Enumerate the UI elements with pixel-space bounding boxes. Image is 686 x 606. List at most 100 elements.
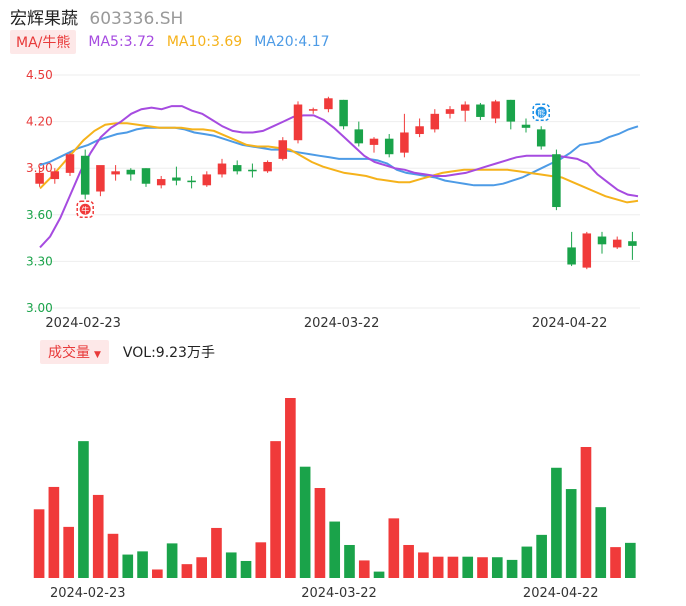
candle-body [339, 99, 348, 127]
candle-body [521, 124, 531, 128]
candle-body [278, 140, 288, 159]
volume-bar [314, 488, 326, 578]
volume-legend: 成交量 ▼ VOL:9.23万手 [40, 340, 215, 364]
volume-x-label: 2024-03-22 [301, 586, 377, 601]
volume-bar [33, 509, 45, 578]
candle-body [567, 247, 576, 265]
volume-bar [506, 559, 518, 578]
volume-bar [491, 557, 503, 578]
caret-down-icon: ▼ [94, 350, 101, 360]
volume-bar [270, 441, 281, 578]
volume-bar [225, 552, 237, 578]
candle-body [597, 236, 607, 245]
volume-button-label: 成交量 [48, 345, 90, 361]
volume-bar [48, 486, 60, 578]
volume-bar [624, 542, 636, 578]
candle-body [324, 98, 333, 110]
candle-body [612, 239, 622, 248]
candle-body [293, 104, 303, 141]
volume-bar [329, 521, 341, 578]
volume-bar [107, 533, 119, 578]
volume-bar [344, 544, 355, 578]
candle-body [400, 132, 409, 153]
candle-body [50, 171, 60, 180]
candle-body [126, 169, 136, 175]
volume-bar [565, 489, 577, 578]
signal-marker-dot [535, 106, 547, 118]
candle-body [232, 165, 242, 172]
y-tick-label: 4.20 [26, 115, 53, 129]
volume-bar [432, 556, 444, 578]
signal-marker-label: 熊 [537, 108, 545, 118]
candle-body [369, 138, 379, 145]
ma20-legend: MA20:4.17 [254, 34, 330, 50]
stock-name: 宏辉果蔬 [10, 9, 78, 29]
candle-body [476, 104, 485, 117]
ma10-legend: MA10:3.69 [166, 34, 243, 50]
volume-bar [358, 560, 370, 578]
volume-bar [418, 552, 429, 578]
price-x-label: 2024-02-23 [45, 316, 121, 331]
volume-bar [78, 441, 89, 578]
ma-legend: MA/牛熊 MA5:3.72 MA10:3.69 MA20:4.17 [10, 30, 330, 54]
volume-indicator-button[interactable]: 成交量 ▼ [40, 340, 109, 364]
volume-bar [240, 560, 252, 578]
volume-bar [137, 551, 148, 578]
candle-body [248, 169, 257, 172]
ma-toggle-button[interactable]: MA/牛熊 [10, 30, 77, 54]
candle-body [354, 129, 364, 144]
y-tick-label: 4.50 [26, 68, 53, 82]
signal-marker-label: 牛 [81, 205, 89, 215]
ma20-line [39, 125, 639, 187]
stock-code: 603336.SH [89, 9, 184, 29]
candle-body [308, 109, 318, 111]
volume-bar [580, 446, 592, 578]
candle-body [96, 165, 105, 192]
volume-bar [462, 556, 474, 578]
volume-bar [152, 569, 163, 578]
volume-bar [63, 526, 74, 578]
candle-body [552, 154, 561, 208]
volume-bar [299, 466, 311, 578]
candle-body [263, 161, 272, 172]
candle-body [536, 129, 546, 147]
volume-bar [403, 544, 414, 578]
price-x-label: 2024-04-22 [532, 316, 608, 331]
y-tick-label: 3.00 [26, 301, 53, 315]
volume-bar [536, 534, 547, 578]
candle-body [491, 101, 500, 119]
candle-body [506, 99, 516, 122]
volume-value: VOL:9.23万手 [122, 345, 215, 361]
candle-body [187, 180, 196, 183]
volume-bar [477, 557, 488, 578]
volume-bar [595, 507, 607, 578]
ma5-legend: MA5:3.72 [88, 34, 155, 50]
y-tick-label: 3.30 [26, 254, 53, 268]
volume-bar [285, 398, 296, 578]
volume-bar [551, 467, 562, 578]
candle-body [217, 163, 227, 175]
candle-body [172, 177, 181, 181]
candle-body [460, 104, 470, 111]
volume-bar [388, 518, 400, 578]
volume-x-label: 2024-02-23 [50, 586, 126, 601]
volume-bar [181, 564, 193, 578]
candle-body [384, 138, 394, 155]
volume-bar [166, 543, 178, 578]
volume-bar [610, 547, 621, 578]
price-x-label: 2024-03-22 [304, 316, 380, 331]
candle-body [35, 172, 44, 184]
signal-marker-dot [79, 203, 91, 215]
volume-bar [211, 527, 222, 578]
volume-x-label: 2024-04-22 [523, 586, 599, 601]
volume-bar [255, 542, 267, 578]
candle-body [80, 155, 90, 195]
volume-bar [447, 556, 459, 578]
volume-bar [521, 546, 533, 578]
volume-bar [373, 571, 385, 578]
ma10-line [39, 122, 639, 204]
candle-body [156, 179, 166, 186]
candle-body [628, 241, 637, 246]
y-tick-label: 3.60 [26, 208, 53, 222]
